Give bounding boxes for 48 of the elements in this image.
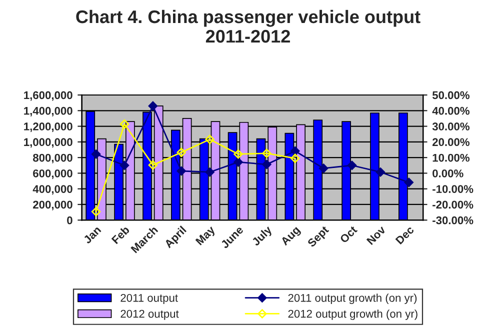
point xyxy=(347,160,357,170)
point xyxy=(318,164,328,173)
x-tick-label: Jan xyxy=(82,226,102,244)
point xyxy=(120,119,130,129)
y2-tick-label: -20.00% xyxy=(432,200,474,209)
point xyxy=(176,166,186,176)
y2-tick-label: 40.00% xyxy=(432,106,470,115)
point xyxy=(262,148,272,158)
y-tick-label: 1,400,000 xyxy=(24,106,72,116)
y-tick-label: 1,000,000 xyxy=(24,138,72,148)
y-tick-label: 800,000 xyxy=(33,154,72,164)
point xyxy=(262,160,272,170)
point xyxy=(404,178,414,188)
y-tick-label: 600,000 xyxy=(33,169,72,179)
point xyxy=(148,160,158,170)
y2-tick-label: 20.00% xyxy=(432,138,470,146)
point xyxy=(290,154,300,163)
y2-tick-label: 30.00% xyxy=(432,122,470,130)
point xyxy=(205,167,214,177)
y-tick-label: 200,000 xyxy=(33,200,72,210)
x-tick-label: Feb xyxy=(111,225,130,244)
legend-label: 2011 output xyxy=(120,294,178,304)
y-tick-label: 1,200,000 xyxy=(24,122,72,132)
y2-tick-label: -30.00% xyxy=(432,216,474,224)
point xyxy=(148,101,158,111)
point xyxy=(205,134,214,144)
point xyxy=(91,149,101,159)
y-tick-label: 400,000 xyxy=(32,185,72,195)
legend-label: 2012 output growth (on yr) xyxy=(288,310,418,320)
legend-label: 2011 output growth (on yr) xyxy=(288,294,417,304)
y2-tick-label: 50.00% xyxy=(432,91,470,100)
legend-label: 2012 output xyxy=(120,310,179,320)
y-tick-label: 1,600,000 xyxy=(24,91,72,101)
point xyxy=(91,207,101,216)
point xyxy=(176,148,186,158)
y2-tick-label: 0.00% xyxy=(432,169,464,178)
x-tick-label: Oct xyxy=(339,225,358,244)
x-tick-label: Dec xyxy=(395,225,414,245)
point xyxy=(120,160,130,170)
x-tick-label: Nov xyxy=(366,225,386,246)
y-tick-label: 0 xyxy=(67,216,72,224)
chart-title: Chart 4. China passenger vehicle output 2011-2012 xyxy=(76,10,420,43)
point xyxy=(234,157,243,167)
point xyxy=(234,149,243,159)
point xyxy=(376,167,386,177)
y2-tick-label: -10.00% xyxy=(432,185,474,193)
point xyxy=(290,146,300,156)
y2-tick-label: 10.00% xyxy=(432,154,470,162)
